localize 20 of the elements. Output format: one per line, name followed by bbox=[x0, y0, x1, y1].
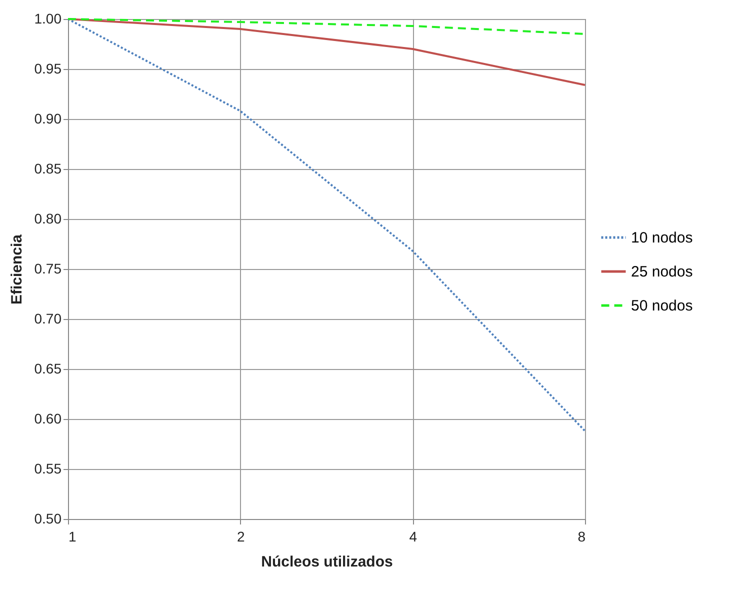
x-tick-label: 2 bbox=[236, 528, 245, 544]
y-tick-label: 0.85 bbox=[34, 160, 62, 176]
y-tick-label: 0.50 bbox=[34, 510, 62, 526]
x-tick-label: 1 bbox=[68, 528, 76, 544]
x-tick-label: 8 bbox=[578, 528, 586, 544]
y-tick-label: 0.70 bbox=[34, 310, 62, 326]
y-tick-label: 0.60 bbox=[34, 410, 62, 426]
y-tick-label: 0.75 bbox=[34, 260, 62, 276]
y-tick-label: 0.95 bbox=[34, 60, 62, 76]
y-tick-label: 0.80 bbox=[34, 210, 62, 226]
y-tick-label: 1.00 bbox=[34, 10, 62, 26]
y-tick-label: 0.55 bbox=[34, 460, 62, 476]
legend-label: 50 nodos bbox=[631, 298, 693, 314]
legend-label: 25 nodos bbox=[631, 264, 693, 280]
y-tick-label: 0.90 bbox=[34, 110, 62, 126]
x-axis-title: Núcleos utilizados bbox=[261, 554, 393, 570]
legend-label: 10 nodos bbox=[631, 230, 693, 246]
x-tick-label: 4 bbox=[409, 528, 418, 544]
y-axis-title: Eficiencia bbox=[8, 234, 26, 305]
y-tick-label: 0.65 bbox=[34, 360, 62, 376]
